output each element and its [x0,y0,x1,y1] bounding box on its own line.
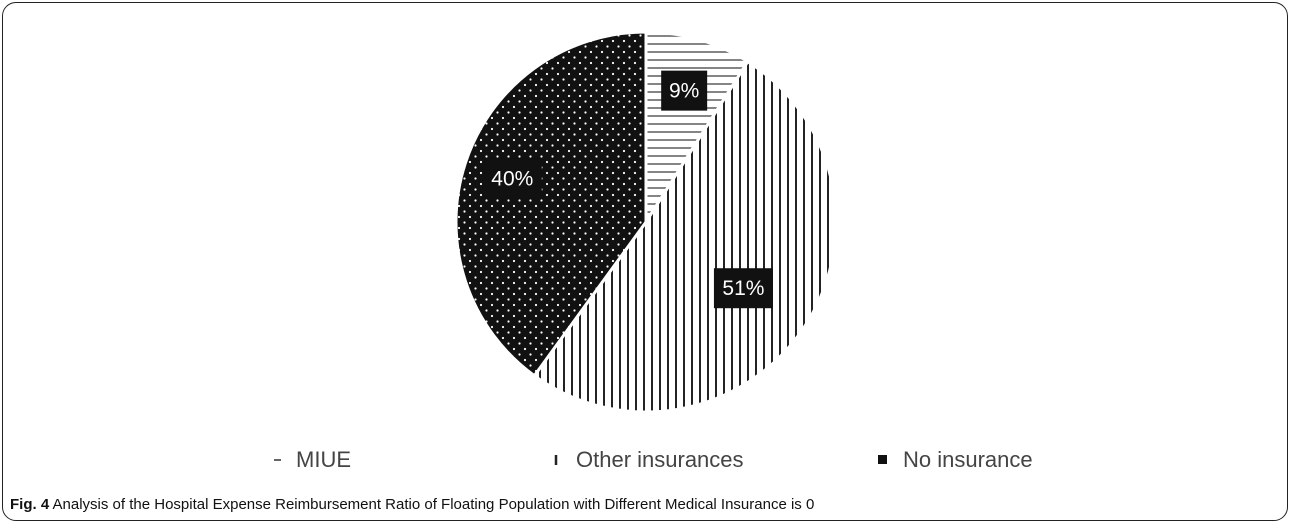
data-label-box [482,158,542,199]
data-label-miue: 9% [661,70,708,111]
chart-legend: MIUE Other insurances No insurance [274,447,1033,472]
pie-chart: 9% 51% 40% MIUE Other insurances No insuranc… [274,30,1033,472]
data-label-text: 40% [491,168,533,191]
legend-label: Other insurances [576,447,744,472]
legend-item-other-insurances: Other insurances [554,447,744,472]
legend-item-no-insurance: No insurance [878,447,1033,472]
legend-item-miue: MIUE [274,447,351,472]
pie-slice-other-insurances [532,59,838,414]
pie-data-labels: 9% 51% 40% [482,70,773,309]
caption-text: Analysis of the Hospital Expense Reimbur… [52,496,815,513]
data-label-text: 9% [669,80,699,103]
figure-label: Fig. 4 [10,496,50,513]
legend-label: No insurance [903,447,1033,472]
legend-label: MIUE [296,447,351,472]
data-label-text: 51% [722,277,764,300]
pie-slice-no-insurance [454,30,648,378]
data-label-box [661,70,708,111]
pie-slices [454,30,838,414]
legend-marker [878,455,887,464]
data-label-no-insurance: 40% [482,158,542,199]
data-label-other-insurances: 51% [713,268,773,309]
data-label-box [713,268,773,309]
figure-caption: Fig. 4 Analysis of the Hospital Expense … [10,496,814,513]
